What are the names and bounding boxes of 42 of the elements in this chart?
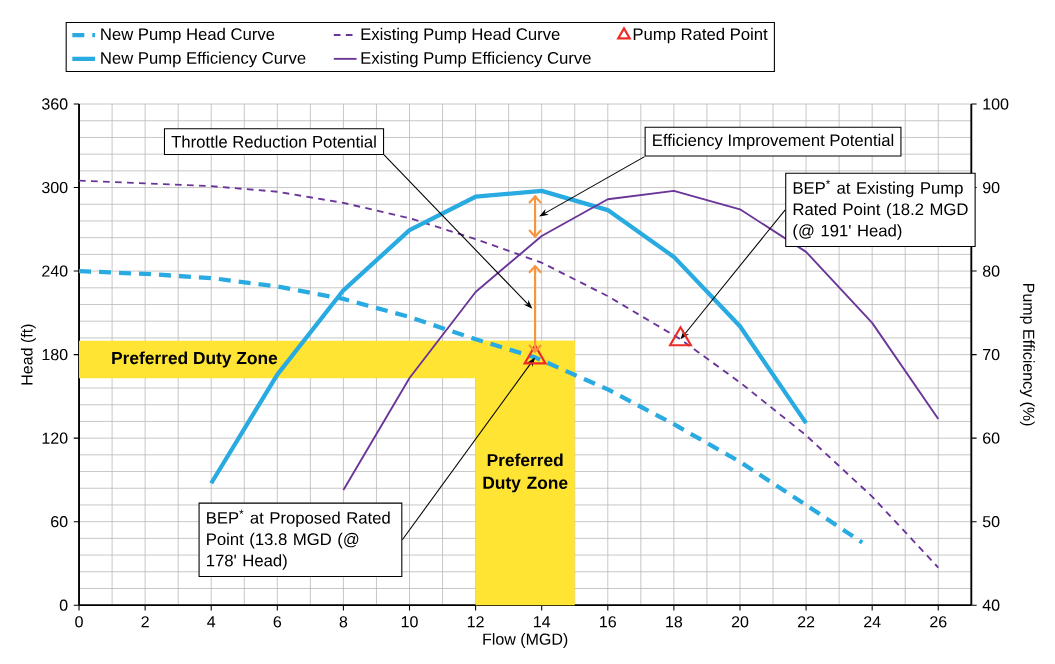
y2-tick-label: 50 — [982, 515, 1000, 528]
x-tick-label: 18 — [666, 616, 683, 628]
y2-tick-label: 90 — [983, 181, 1000, 194]
legend-label: Existing Pump Head Curve — [361, 27, 560, 44]
y-tick-label: 300 — [42, 181, 68, 194]
x-tick-label: 2 — [141, 616, 149, 628]
x-axis-title: Flow (MGD) — [483, 632, 568, 648]
y-tick-label: 180 — [42, 348, 68, 361]
y2-tick-label: 100 — [983, 98, 1009, 110]
band-label: Preferred Duty Zone — [483, 453, 568, 493]
legend-label: Existing Pump Efficiency Curve — [361, 51, 591, 68]
x-tick-label: 22 — [797, 616, 815, 628]
x-tick-label: 20 — [731, 616, 749, 628]
annotation: Efficiency Improvement Potential — [653, 133, 894, 150]
x-tick-label: 16 — [600, 616, 616, 628]
y2-tick-label: 60 — [983, 432, 1000, 444]
y2-tick-label: 80 — [982, 265, 1000, 277]
y-tick-label: 120 — [42, 432, 68, 444]
x-tick-label: 0 — [75, 616, 83, 628]
legend-label: New Pump Head Curve — [101, 27, 275, 44]
band-label: Preferred Duty Zone — [112, 351, 278, 368]
y2-tick-label: 40 — [982, 599, 1000, 611]
y-tick-label: 60 — [51, 515, 68, 528]
x-tick-label: 24 — [864, 616, 881, 628]
y2-tick-label: 70 — [983, 348, 1000, 361]
x-tick-label: 10 — [401, 616, 418, 628]
x-tick-label: 6 — [273, 616, 282, 628]
y-tick-label: 0 — [59, 599, 68, 611]
x-tick-label: 8 — [339, 616, 348, 628]
annotation: BEP$^{*}$ at Proposed Rated Point (13.8 MGD (@ 178' Head) — [207, 509, 390, 570]
legend-label: New Pump Efficiency Curve — [101, 51, 306, 68]
x-tick-label: 14 — [534, 616, 551, 628]
y-axis-title: Head (ft) — [20, 324, 36, 385]
x-tick-label: 4 — [207, 616, 216, 628]
y2-axis-title: Pump Efficiency (%) — [1019, 283, 1035, 426]
y-tick-label: 240 — [42, 265, 68, 277]
x-tick-label: 12 — [467, 616, 484, 628]
y-tick-label: 360 — [42, 98, 68, 110]
legend-label: Pump Rated Point — [633, 27, 768, 44]
annotation: BEP$^{*}$ at Existing Pump Rated Point (18.2 MGD (@ 191' Head) — [793, 179, 968, 240]
x-tick-label: 26 — [930, 616, 947, 628]
annotation: Throttle Reduction Potential — [171, 135, 376, 148]
